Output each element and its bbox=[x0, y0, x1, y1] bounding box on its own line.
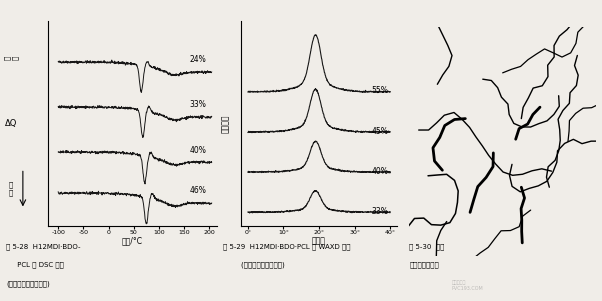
Text: 55%: 55% bbox=[371, 86, 388, 95]
Text: 图 5-30  微相: 图 5-30 微相 bbox=[409, 244, 445, 250]
Text: 势
弘: 势 弘 bbox=[4, 56, 18, 60]
Text: 46%: 46% bbox=[190, 186, 206, 195]
Text: 图 5-28  H12MDI·BDO-: 图 5-28 H12MDI·BDO- bbox=[6, 244, 81, 250]
Text: 40%: 40% bbox=[371, 167, 388, 176]
Text: 24%: 24% bbox=[190, 55, 206, 64]
Text: (图中数字为硬段含量): (图中数字为硬段含量) bbox=[223, 262, 285, 268]
Text: 40%: 40% bbox=[190, 145, 206, 154]
Text: 环球塑化网
PVC193.COM: 环球塑化网 PVC193.COM bbox=[452, 280, 483, 291]
Text: 33%: 33% bbox=[371, 207, 388, 216]
Text: 33%: 33% bbox=[190, 101, 206, 110]
Text: 结构的形态模型: 结构的形态模型 bbox=[409, 262, 439, 268]
Text: 45%: 45% bbox=[371, 126, 388, 135]
Text: 相对强度: 相对强度 bbox=[221, 114, 229, 133]
Text: PCL 的 DSC 曲线: PCL 的 DSC 曲线 bbox=[6, 262, 64, 268]
Text: 图 5-29  H12MDI·BDO·PCL 的 WAXD 曲线: 图 5-29 H12MDI·BDO·PCL 的 WAXD 曲线 bbox=[223, 244, 350, 250]
X-axis label: 温度/°C: 温度/°C bbox=[122, 236, 143, 245]
Text: 放
热: 放 热 bbox=[9, 182, 13, 196]
Text: (图中数字：硬段含量): (图中数字：硬段含量) bbox=[6, 280, 50, 287]
Text: ΔQ: ΔQ bbox=[5, 119, 17, 128]
X-axis label: 衍射角: 衍射角 bbox=[312, 236, 326, 245]
